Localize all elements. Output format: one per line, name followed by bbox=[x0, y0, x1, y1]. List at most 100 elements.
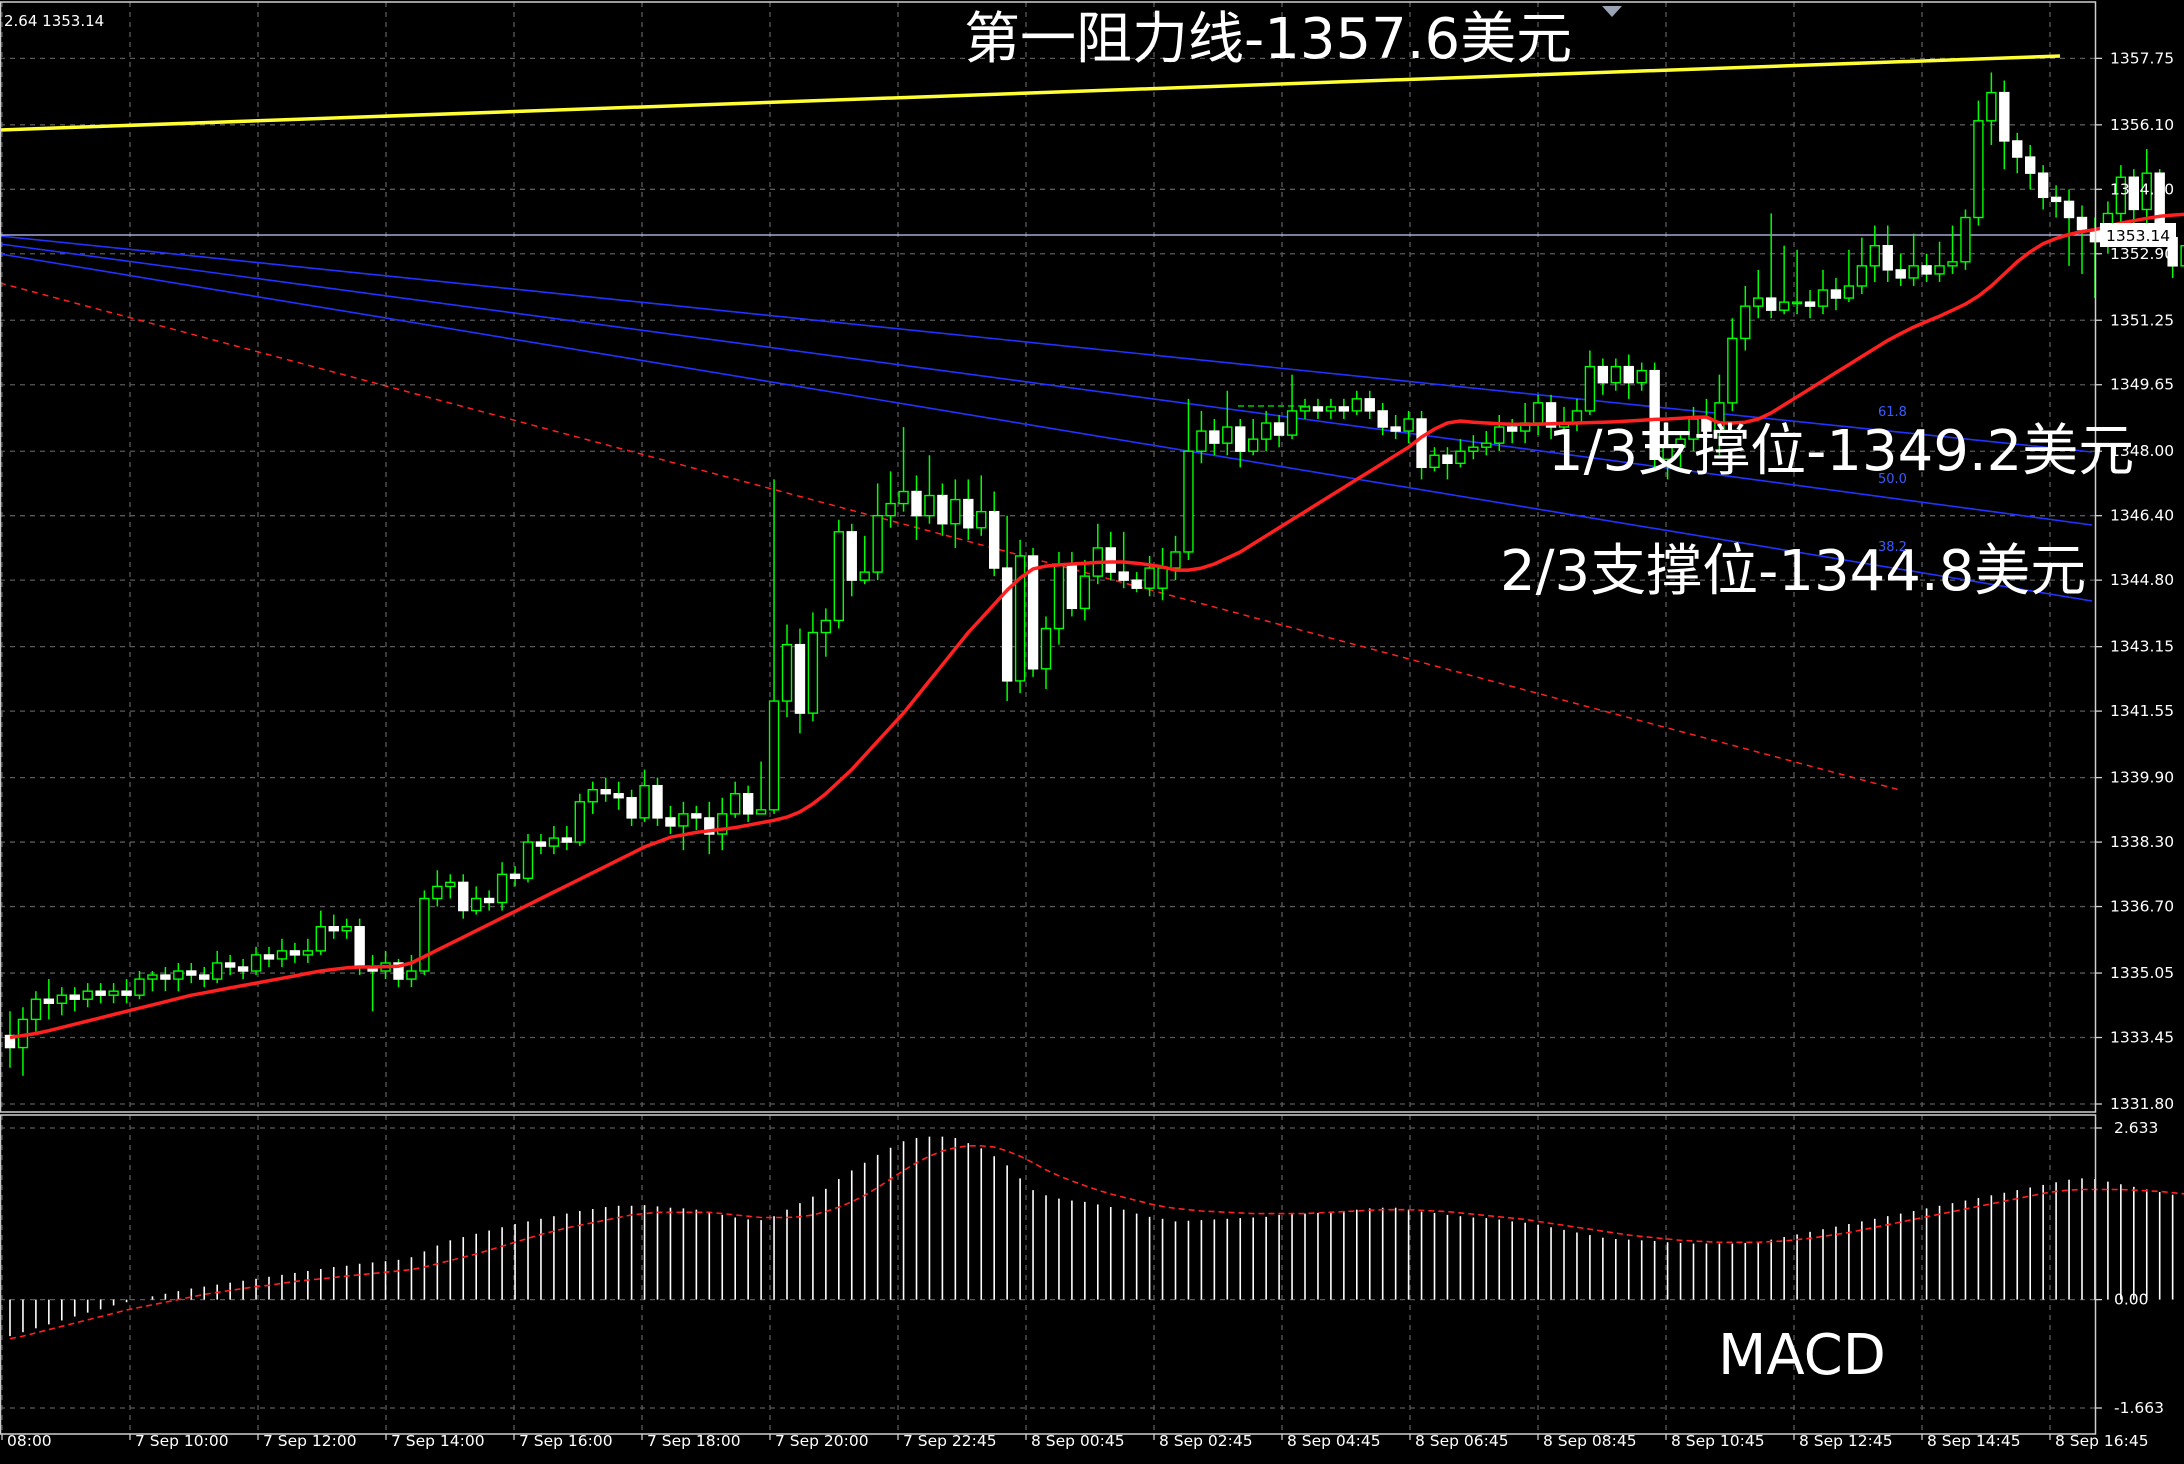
candle bbox=[134, 971, 145, 1000]
candle-body bbox=[2128, 176, 2140, 211]
candle-body bbox=[276, 950, 288, 960]
candle-body bbox=[1986, 91, 1997, 122]
candle-body bbox=[341, 926, 352, 932]
candle bbox=[2180, 245, 2184, 267]
candle bbox=[1040, 616, 1052, 689]
candle-body bbox=[1960, 216, 1971, 263]
candle bbox=[1468, 435, 1479, 460]
candle bbox=[1235, 418, 1246, 468]
candle bbox=[211, 950, 223, 984]
candle-body bbox=[1416, 418, 1427, 469]
candle bbox=[1830, 277, 1842, 311]
candle bbox=[432, 870, 443, 907]
candle-body bbox=[1610, 365, 1622, 384]
candle-body bbox=[121, 990, 132, 996]
resistance-annotation: 第一阻力线-1357.6美元 bbox=[964, 7, 1572, 72]
candle bbox=[574, 793, 585, 847]
candle bbox=[2037, 165, 2049, 210]
candle bbox=[1416, 410, 1427, 480]
x-tick-label: 7 Sep 14:00 bbox=[391, 1432, 485, 1450]
candle bbox=[250, 946, 262, 976]
candle-body bbox=[82, 990, 93, 1000]
candle-body bbox=[160, 974, 171, 980]
candle bbox=[1804, 290, 1816, 319]
candle-body bbox=[1222, 426, 1233, 444]
candle bbox=[328, 914, 339, 939]
candle-body bbox=[1027, 555, 1039, 670]
candle-body bbox=[445, 881, 456, 888]
candle bbox=[730, 781, 741, 818]
candle-body bbox=[496, 873, 508, 904]
candle-body bbox=[1921, 265, 1932, 275]
x-tick-label: 08:00 bbox=[7, 1432, 52, 1450]
candle bbox=[393, 958, 404, 988]
shift-marker-icon bbox=[1602, 6, 1622, 17]
y-tick-label: 1349.65 bbox=[2110, 376, 2174, 394]
candle-body bbox=[950, 498, 961, 525]
candle-body bbox=[1286, 410, 1298, 436]
candle-body bbox=[1209, 430, 1220, 444]
candle bbox=[43, 979, 55, 1020]
candle bbox=[1817, 269, 1829, 315]
candle-body bbox=[1260, 422, 1272, 440]
candle bbox=[1338, 398, 1350, 419]
candle bbox=[1973, 100, 1984, 226]
candle bbox=[924, 455, 935, 524]
candle bbox=[1636, 362, 1647, 391]
candle bbox=[1584, 350, 1596, 415]
candle bbox=[522, 834, 534, 883]
candle-body bbox=[471, 897, 482, 912]
candle bbox=[1442, 447, 1453, 480]
candle-body bbox=[315, 926, 326, 952]
candle bbox=[1494, 414, 1505, 452]
y-tick-label: 1339.90 bbox=[2110, 769, 2174, 787]
x-tick-label: 7 Sep 22:45 bbox=[903, 1432, 997, 1450]
candle-body bbox=[1131, 579, 1142, 589]
candle bbox=[704, 801, 715, 855]
candle bbox=[1014, 539, 1026, 693]
candle bbox=[1934, 241, 1945, 282]
candle bbox=[1623, 354, 1634, 399]
candle-body bbox=[691, 813, 702, 819]
macd-tick-label: 2.633 bbox=[2114, 1119, 2158, 1137]
candle-body bbox=[652, 784, 663, 819]
channel-lines bbox=[0, 54, 2096, 791]
y-tick-label: 1346.40 bbox=[2110, 507, 2174, 525]
candle-body bbox=[302, 950, 314, 956]
candlesticks bbox=[4, 72, 2184, 1076]
candle bbox=[147, 971, 158, 992]
candle bbox=[224, 954, 236, 976]
candle bbox=[1986, 72, 1997, 145]
y-tick-label: 1343.15 bbox=[2110, 638, 2174, 656]
main-grid bbox=[0, 2, 2096, 1112]
support1-annotation: 1/3支撑位-1349.2美元 bbox=[1548, 419, 2134, 484]
candle bbox=[950, 479, 961, 548]
candle-body bbox=[613, 793, 624, 799]
candle-body bbox=[1183, 450, 1194, 553]
candle-body bbox=[1843, 285, 1855, 299]
candle-body bbox=[1753, 297, 1764, 307]
candle-body bbox=[600, 788, 611, 795]
candle-body bbox=[1299, 406, 1311, 412]
candle bbox=[859, 535, 870, 585]
candle-body bbox=[1934, 265, 1945, 275]
candle-body bbox=[147, 974, 158, 980]
candle bbox=[807, 612, 819, 722]
candle-body bbox=[393, 962, 404, 980]
candle-body bbox=[1403, 418, 1414, 432]
candle-body bbox=[173, 970, 184, 980]
candle-body bbox=[1001, 567, 1013, 682]
candle bbox=[1597, 358, 1609, 395]
candle bbox=[1960, 209, 1971, 270]
candle-body bbox=[458, 881, 469, 912]
candle-body bbox=[134, 978, 145, 996]
moving-average-layer bbox=[9, 212, 2184, 1040]
candle bbox=[496, 862, 508, 911]
candle bbox=[1273, 414, 1285, 448]
candle bbox=[976, 475, 987, 536]
candle bbox=[691, 805, 702, 830]
candle-body bbox=[1532, 402, 1544, 424]
candle-body bbox=[678, 813, 689, 827]
candle bbox=[561, 825, 573, 851]
candle bbox=[1131, 572, 1142, 593]
